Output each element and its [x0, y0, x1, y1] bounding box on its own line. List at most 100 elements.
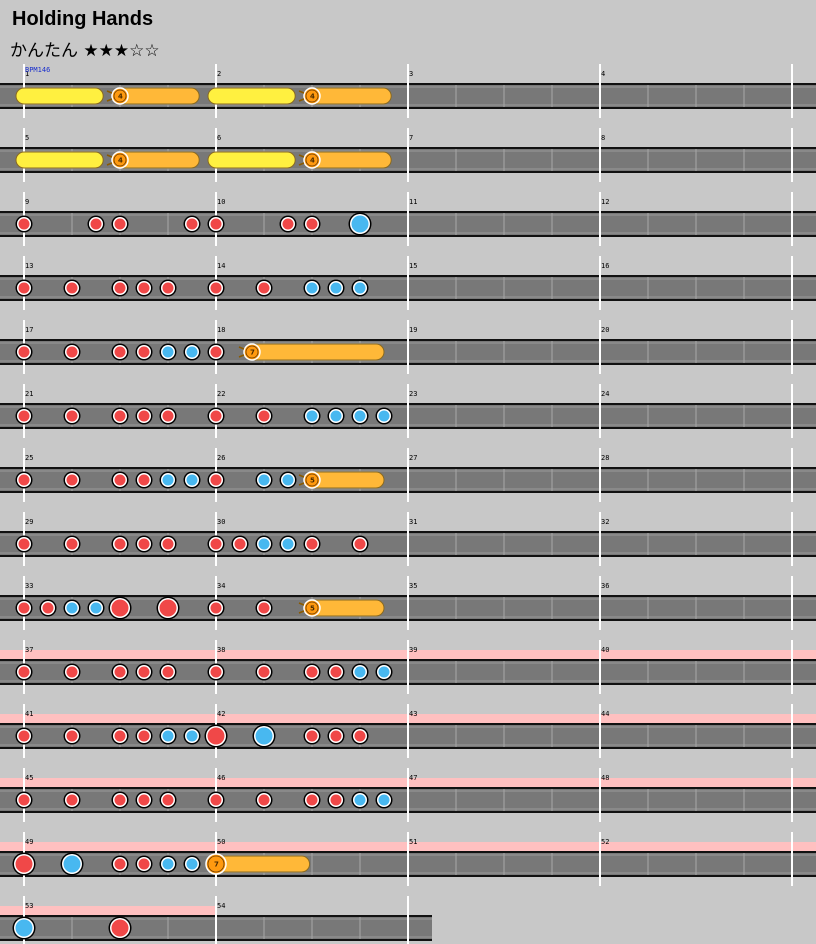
don-note [162, 666, 174, 678]
measure-number: 27 [409, 454, 417, 462]
don-note [66, 538, 78, 550]
big-ka-note [255, 727, 273, 745]
measure-number: 33 [25, 582, 33, 590]
balloon-tail [106, 154, 113, 166]
don-note [114, 218, 126, 230]
ka-note [162, 858, 174, 870]
don-note [138, 474, 150, 486]
difficulty-stars: ★★★☆☆ [83, 41, 160, 61]
drumroll-bar [15, 87, 104, 105]
ka-note [258, 474, 270, 486]
ka-note [378, 666, 390, 678]
measure-number: 50 [217, 838, 225, 846]
ka-note [282, 474, 294, 486]
ka-note [354, 410, 366, 422]
don-note [258, 410, 270, 422]
don-note [114, 282, 126, 294]
ka-note [90, 602, 102, 614]
big-don-note [207, 727, 225, 745]
chart-row: 29 30 31 32 [0, 512, 816, 566]
big-don-note [159, 599, 177, 617]
don-note [114, 474, 126, 486]
big-don-note [111, 919, 129, 937]
ka-note [162, 346, 174, 358]
measure-number: 11 [409, 198, 417, 206]
measure-number: 40 [601, 646, 609, 654]
don-note [282, 218, 294, 230]
drumroll-bar [15, 151, 104, 169]
balloon-count: 5 [310, 477, 315, 485]
balloon-count: 5 [310, 605, 315, 613]
measure-number: 24 [601, 390, 609, 398]
balloon-tail [106, 90, 113, 102]
don-note [210, 346, 222, 358]
don-note [186, 218, 198, 230]
don-note [306, 794, 318, 806]
measure-number: 22 [217, 390, 225, 398]
ka-note [354, 794, 366, 806]
don-note [42, 602, 54, 614]
bpm-label: BPM146 [25, 66, 50, 74]
measure-number: 31 [409, 518, 417, 526]
balloon-count: 7 [250, 349, 255, 357]
balloon-count: 4 [118, 93, 123, 101]
difficulty-line: かんたん ★★★☆☆ [10, 36, 160, 61]
ka-note [186, 474, 198, 486]
measure-number: 16 [601, 262, 609, 270]
don-note [210, 794, 222, 806]
don-note [138, 858, 150, 870]
song-title: Holding Hands [12, 8, 154, 30]
measure-number: 35 [409, 582, 417, 590]
measure-number: 14 [217, 262, 225, 270]
balloon-head-ring [207, 855, 225, 873]
don-note [138, 410, 150, 422]
ka-note [186, 858, 198, 870]
measure-number: 53 [25, 902, 33, 910]
don-note [354, 538, 366, 550]
measure-number: 13 [25, 262, 33, 270]
measure-number: 42 [217, 710, 225, 718]
measure-number: 21 [25, 390, 33, 398]
don-note [138, 538, 150, 550]
ka-note [378, 794, 390, 806]
don-note [138, 730, 150, 742]
difficulty-label: かんたん [10, 41, 78, 61]
big-don-note [111, 599, 129, 617]
balloon-tail [298, 474, 305, 486]
don-note [138, 794, 150, 806]
don-note [306, 218, 318, 230]
measure-number: 37 [25, 646, 33, 654]
measure-number: 43 [409, 710, 417, 718]
measure-number: 32 [601, 518, 609, 526]
don-note [210, 666, 222, 678]
measure-number: 20 [601, 326, 609, 334]
chart-row: 13 14 15 16 [0, 256, 816, 310]
measure-number: 10 [217, 198, 225, 206]
measure-number: 49 [25, 838, 33, 846]
ka-note [354, 666, 366, 678]
chart-row: 37 38 39 40 [0, 640, 816, 694]
don-note [114, 346, 126, 358]
balloon-tail [298, 154, 305, 166]
don-note [138, 666, 150, 678]
measure-number: 54 [217, 902, 225, 910]
measure-number: 51 [409, 838, 417, 846]
balloon-tail [298, 90, 305, 102]
don-note [330, 730, 342, 742]
balloon-head-ring [113, 153, 127, 167]
measure-number: 4 [601, 70, 605, 78]
don-note [66, 666, 78, 678]
measure-number: 34 [217, 582, 225, 590]
don-note [18, 346, 30, 358]
measure-number: 9 [25, 198, 29, 206]
measure-number: 5 [25, 134, 29, 142]
don-note [114, 858, 126, 870]
don-note [258, 666, 270, 678]
don-note [66, 474, 78, 486]
measure-number: 23 [409, 390, 417, 398]
chart-row: 1 2 3 4 BPM146 4 4 [0, 64, 816, 118]
balloon-bar [243, 343, 385, 361]
ka-note [282, 538, 294, 550]
balloon-count: 4 [310, 157, 315, 165]
